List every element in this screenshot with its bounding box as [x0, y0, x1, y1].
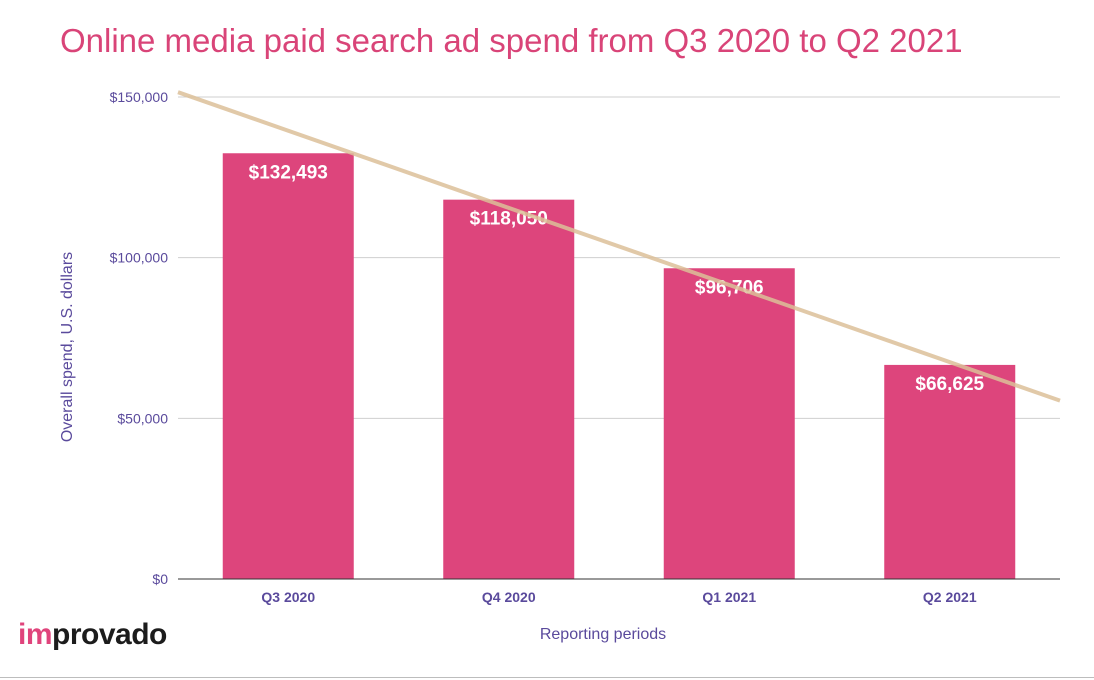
trendline: [177, 90, 1061, 403]
bar: [222, 153, 354, 579]
bar: [443, 199, 575, 579]
bar: [884, 364, 1016, 579]
bar: [663, 268, 795, 579]
y-tick-label: $50,000: [117, 410, 168, 426]
x-tick-label: Q1 2021: [702, 589, 756, 605]
x-tick-label: Q2 2021: [923, 589, 977, 605]
footer-divider: [0, 677, 1094, 678]
bar-value-label: $132,493: [249, 162, 328, 183]
improvado-logo: improvado: [18, 618, 167, 651]
x-axis-label: Reporting periods: [539, 626, 667, 643]
y-tick-label: $100,000: [110, 250, 169, 266]
y-tick-label: $150,000: [110, 89, 169, 105]
chart-title: Online media paid search ad spend from Q…: [60, 22, 963, 59]
y-axis-label: Overall spend, U.S. dollars: [59, 251, 76, 443]
y-tick-label: $0: [152, 571, 168, 587]
bar-value-label: $66,625: [915, 374, 984, 395]
x-tick-label: Q4 2020: [482, 589, 536, 605]
x-tick-label: Q3 2020: [261, 589, 315, 605]
